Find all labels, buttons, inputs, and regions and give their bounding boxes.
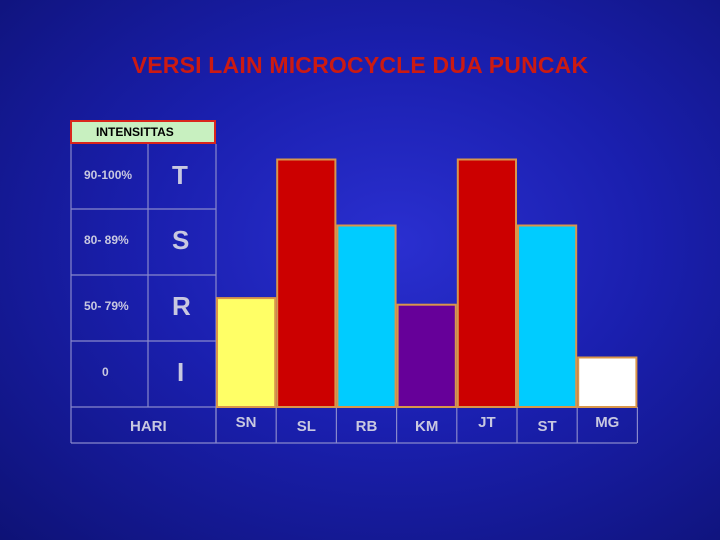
intensity-letter-label: S — [172, 225, 190, 255]
bar-jt — [456, 158, 517, 408]
bar-mg — [577, 356, 638, 408]
intensity-header: INTENSITTAS — [70, 120, 216, 144]
bar-st — [517, 224, 578, 408]
intensity-range-label: 50- 79% — [84, 299, 129, 313]
bar-sn — [216, 297, 277, 409]
bar-rb — [336, 224, 397, 408]
day-label-jt: JT — [478, 414, 496, 431]
intensity-letter-label: T — [172, 160, 188, 190]
intensity-range-label: 80- 89% — [84, 233, 129, 247]
day-label-sn: SN — [235, 414, 257, 431]
day-label-rb: RB — [355, 418, 378, 435]
bar-sl — [276, 158, 337, 408]
bar-km — [396, 303, 457, 409]
day-label-st: ST — [537, 418, 557, 435]
day-label-sl: SL — [296, 418, 316, 435]
intensity-range-label: 90-100% — [84, 168, 133, 182]
x-axis-label: HARI — [130, 418, 167, 435]
day-label-mg: MG — [595, 414, 620, 431]
intensity-range-label: 0 — [102, 365, 109, 379]
day-label-km: KM — [415, 418, 439, 435]
intensity-letter-label: I — [177, 357, 185, 387]
intensity-letter-label: R — [172, 291, 191, 321]
chart-title: VERSI LAIN MICROCYCLE DUA PUNCAK — [131, 52, 589, 78]
